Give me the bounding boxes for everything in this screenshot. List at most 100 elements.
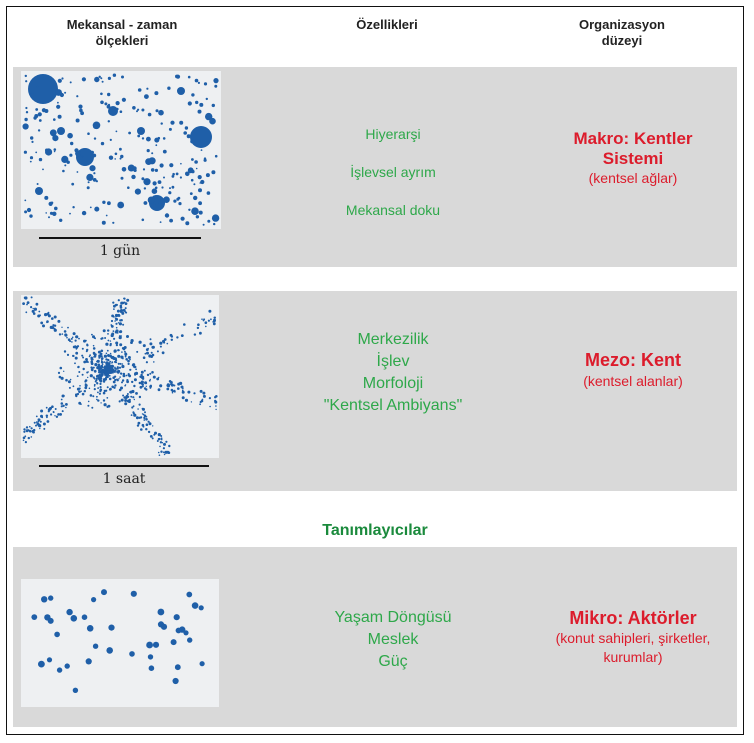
map-dot [81,373,84,376]
map-dot [106,397,109,399]
map-dot [114,367,117,370]
map-dot [179,120,184,125]
map-dot [39,427,41,430]
map-dot [93,353,97,356]
map-dot [67,380,71,384]
map-dot [214,396,217,399]
map-dot [65,406,67,409]
map-dot [61,77,64,80]
map-dot [100,92,103,96]
map-dot [101,220,106,225]
map-dot [58,333,62,336]
map-dot [78,390,81,393]
map-dot [38,660,45,668]
map-dot [149,384,152,387]
map-dot [107,365,110,368]
map-dot [108,624,115,631]
map-dot [29,425,31,428]
map-dot [87,400,90,403]
map-dot [53,118,56,121]
map-dot [64,164,67,167]
map-dot [120,355,123,358]
map-dot [66,608,73,616]
map-dot [57,127,65,135]
map-dot [126,393,129,395]
map-dot [119,362,122,365]
map-dot [33,307,37,311]
map-dot [131,389,135,394]
map-dot [199,331,202,335]
map-dot [149,378,151,381]
property-item: İşlevsel ayrım [350,164,436,180]
map-dot [154,91,159,96]
map-dot [91,597,97,603]
map-dot [53,148,57,151]
map-dot [108,362,111,365]
map-dot [137,134,141,138]
map-dot [137,127,145,135]
map-dot [141,370,144,374]
map-dot [107,339,110,342]
map-dot [76,375,79,377]
map-dot [74,148,79,153]
map-dot [78,371,81,373]
map-dot [42,422,46,426]
map-dot [190,401,193,403]
map-dot [75,335,79,339]
map-dot [106,104,111,109]
map-dot [74,345,77,348]
map-dot [105,352,108,355]
map-dot [39,420,42,423]
map-dot [129,368,132,371]
map-dot [25,106,28,110]
map-dot [169,163,174,168]
map-dot [198,605,204,611]
map-dot [92,344,95,347]
map-dot [173,389,176,393]
map-dot [195,167,198,170]
map-dot [197,323,200,326]
map-dot [24,74,27,78]
map-dot [100,141,105,146]
map-dot [172,172,175,176]
map-dot [81,354,84,357]
map-dot [108,374,111,377]
map-dot [145,388,148,391]
map-dot [100,374,103,378]
map-dot [81,614,88,620]
map-dot [93,124,98,129]
map-dot [160,450,163,453]
map-dot [117,314,119,316]
map-dot [30,93,35,98]
map-dot [152,181,157,186]
map-dot [44,195,49,200]
map-dot [90,368,94,372]
map-dot [121,379,125,382]
map-dot [64,333,68,337]
map-dot [24,117,28,122]
map-dot [114,152,118,156]
diagram-frame: Mekansal - zaman ölçekleri Özellikleri O… [6,6,744,735]
map-dot [29,160,32,163]
map-dot [162,137,166,140]
map-dot [130,395,133,398]
map-dot [190,126,212,148]
map-dot [186,134,191,139]
map-dot [107,404,111,408]
map-dot [147,654,154,660]
map-dot [214,84,218,88]
map-dot [70,337,73,340]
map-dot [81,347,84,350]
map-dot [55,415,59,418]
map-dot [72,355,75,357]
map-dot [31,140,34,143]
map-dot [57,101,59,104]
map-dot [116,366,119,369]
map-dot [103,374,105,376]
map-dot [114,313,119,318]
map-dot [93,137,97,140]
map-dot [91,333,93,336]
map-dot [115,101,120,106]
organization-level: Mezo: Kent (kentsel alanlar) [533,349,733,391]
descriptors-label: Tanımlayıcılar [322,522,428,539]
